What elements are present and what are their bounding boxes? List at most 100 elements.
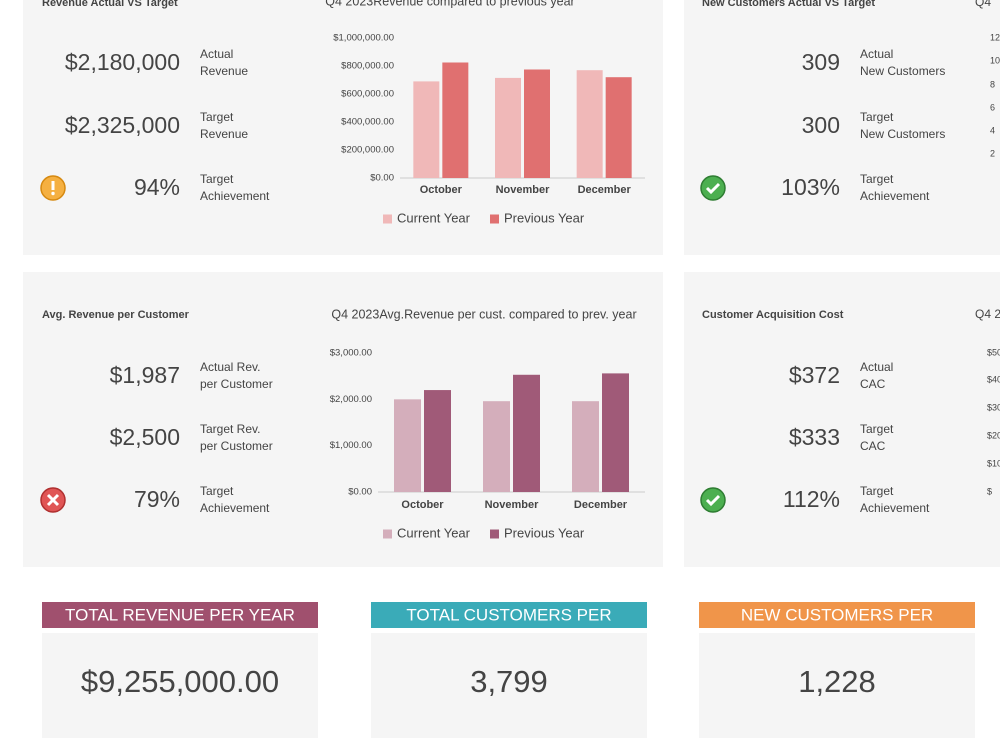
x-tick-label: November [485, 499, 540, 511]
x-tick-label: November [496, 184, 551, 196]
bar [495, 77, 521, 178]
kpi-label: New Customers [860, 64, 945, 78]
kpi-value: $2,500 [110, 424, 180, 450]
kpi-label: Achievement [860, 189, 930, 203]
chart-title: Q4 2023Avg.Revenue per cust. compared to… [331, 307, 636, 321]
bar [424, 390, 451, 492]
kpi-label: Actual [860, 47, 893, 61]
x-tick-label: December [574, 499, 628, 511]
bar [483, 401, 510, 492]
kpi-value: $2,180,000 [65, 49, 180, 75]
panel-title: Revenue Actual VS Target [42, 0, 178, 9]
x-tick-label: October [420, 184, 463, 196]
total-title: TOTAL CUSTOMERS PER [406, 605, 611, 624]
icon-glyph [705, 182, 721, 195]
total-box [699, 633, 975, 738]
kpi-value: $372 [789, 362, 840, 388]
y-tick-label: $600,000.00 [341, 89, 394, 100]
y-tick-label: $30 [987, 402, 1000, 412]
y-tick-label: $0.00 [370, 173, 394, 184]
kpi-label: New Customers [860, 127, 945, 141]
y-tick-label: $1,000,000.00 [333, 33, 394, 44]
y-tick-label: $200,000.00 [341, 145, 394, 156]
panel [23, 0, 663, 255]
panel-title: Avg. Revenue per Customer [42, 309, 190, 321]
total-header [371, 602, 647, 628]
y-tick-label: 4 [990, 125, 995, 135]
y-tick-label: $2,000.00 [330, 394, 372, 405]
y-tick-label: $1,000.00 [330, 440, 372, 451]
y-tick-label: $800,000.00 [341, 61, 394, 72]
chart-title: Q4 2 [975, 307, 1000, 321]
y-tick-label: $3,000.00 [330, 348, 372, 359]
kpi-label: Target [860, 110, 894, 124]
kpi-label: Target [200, 110, 234, 124]
icon-glyph [51, 181, 55, 190]
legend-swatch [383, 214, 392, 224]
total-box [42, 633, 318, 738]
kpi-label: per Customer [200, 377, 273, 391]
kpi-label: Revenue [200, 127, 248, 141]
kpi-value: 103% [781, 174, 840, 200]
legend-label: Current Year [397, 525, 471, 540]
legend-label: Previous Year [504, 210, 585, 225]
legend-swatch [383, 529, 392, 539]
y-tick-label: 6 [990, 102, 995, 112]
kpi-label: Actual [860, 360, 893, 374]
kpi-value: $1,987 [110, 362, 180, 388]
total-value: 1,228 [798, 664, 876, 699]
kpi-label: Achievement [200, 501, 270, 515]
x-tick-label: October [401, 499, 444, 511]
bar [602, 373, 629, 492]
kpi-value: 112% [783, 486, 840, 512]
total-header [42, 602, 318, 628]
kpi-label: Target [860, 172, 894, 186]
panel-title: New Customers Actual VS Target [702, 0, 875, 9]
kpi-label: Target [860, 422, 894, 436]
kpi-label: Target [200, 172, 234, 186]
chart-title: Q4 2023Revenue compared to previous year [325, 0, 574, 8]
kpi-label: Revenue [200, 64, 248, 78]
y-tick-label: $10 [987, 458, 1000, 468]
bar [413, 81, 440, 178]
y-tick-label: $40 [987, 374, 1000, 384]
bar [513, 374, 540, 492]
panel [23, 272, 663, 567]
y-tick-label: $0.00 [348, 487, 372, 498]
kpi-label: Actual [200, 47, 233, 61]
bar [572, 401, 599, 492]
legend-label: Current Year [397, 210, 471, 225]
bar [576, 70, 603, 178]
total-title: NEW CUSTOMERS PER [741, 605, 933, 624]
total-value: $9,255,000.00 [81, 664, 279, 699]
y-tick-label: 10 [990, 55, 1000, 65]
y-tick-label: 8 [990, 79, 995, 89]
legend-swatch [490, 529, 499, 539]
bar [605, 77, 632, 178]
bar [442, 62, 469, 178]
panel [684, 272, 1000, 567]
total-value: 3,799 [470, 664, 548, 699]
kpi-value: 300 [802, 112, 840, 138]
kpi-label: Achievement [860, 501, 930, 515]
kpi-label: Target [200, 484, 234, 498]
total-header [699, 602, 975, 628]
icon-glyph [46, 493, 60, 507]
chart-title: Q4 [975, 0, 991, 9]
legend-label: Previous Year [504, 525, 585, 540]
kpi-value: 94% [134, 174, 180, 200]
icon-glyph [51, 191, 55, 196]
y-tick-label: 2 [990, 148, 995, 158]
x-tick-label: December [578, 184, 632, 196]
kpi-value: $333 [789, 424, 840, 450]
kpi-label: Target Rev. [200, 422, 260, 436]
y-tick-label: $20 [987, 430, 1000, 440]
kpi-label: Achievement [200, 189, 270, 203]
total-title: TOTAL REVENUE PER YEAR [65, 605, 295, 624]
panel-title: Customer Acquisition Cost [702, 309, 844, 321]
total-box [371, 633, 647, 738]
y-tick-label: 12 [990, 32, 1000, 42]
bar [394, 399, 421, 492]
